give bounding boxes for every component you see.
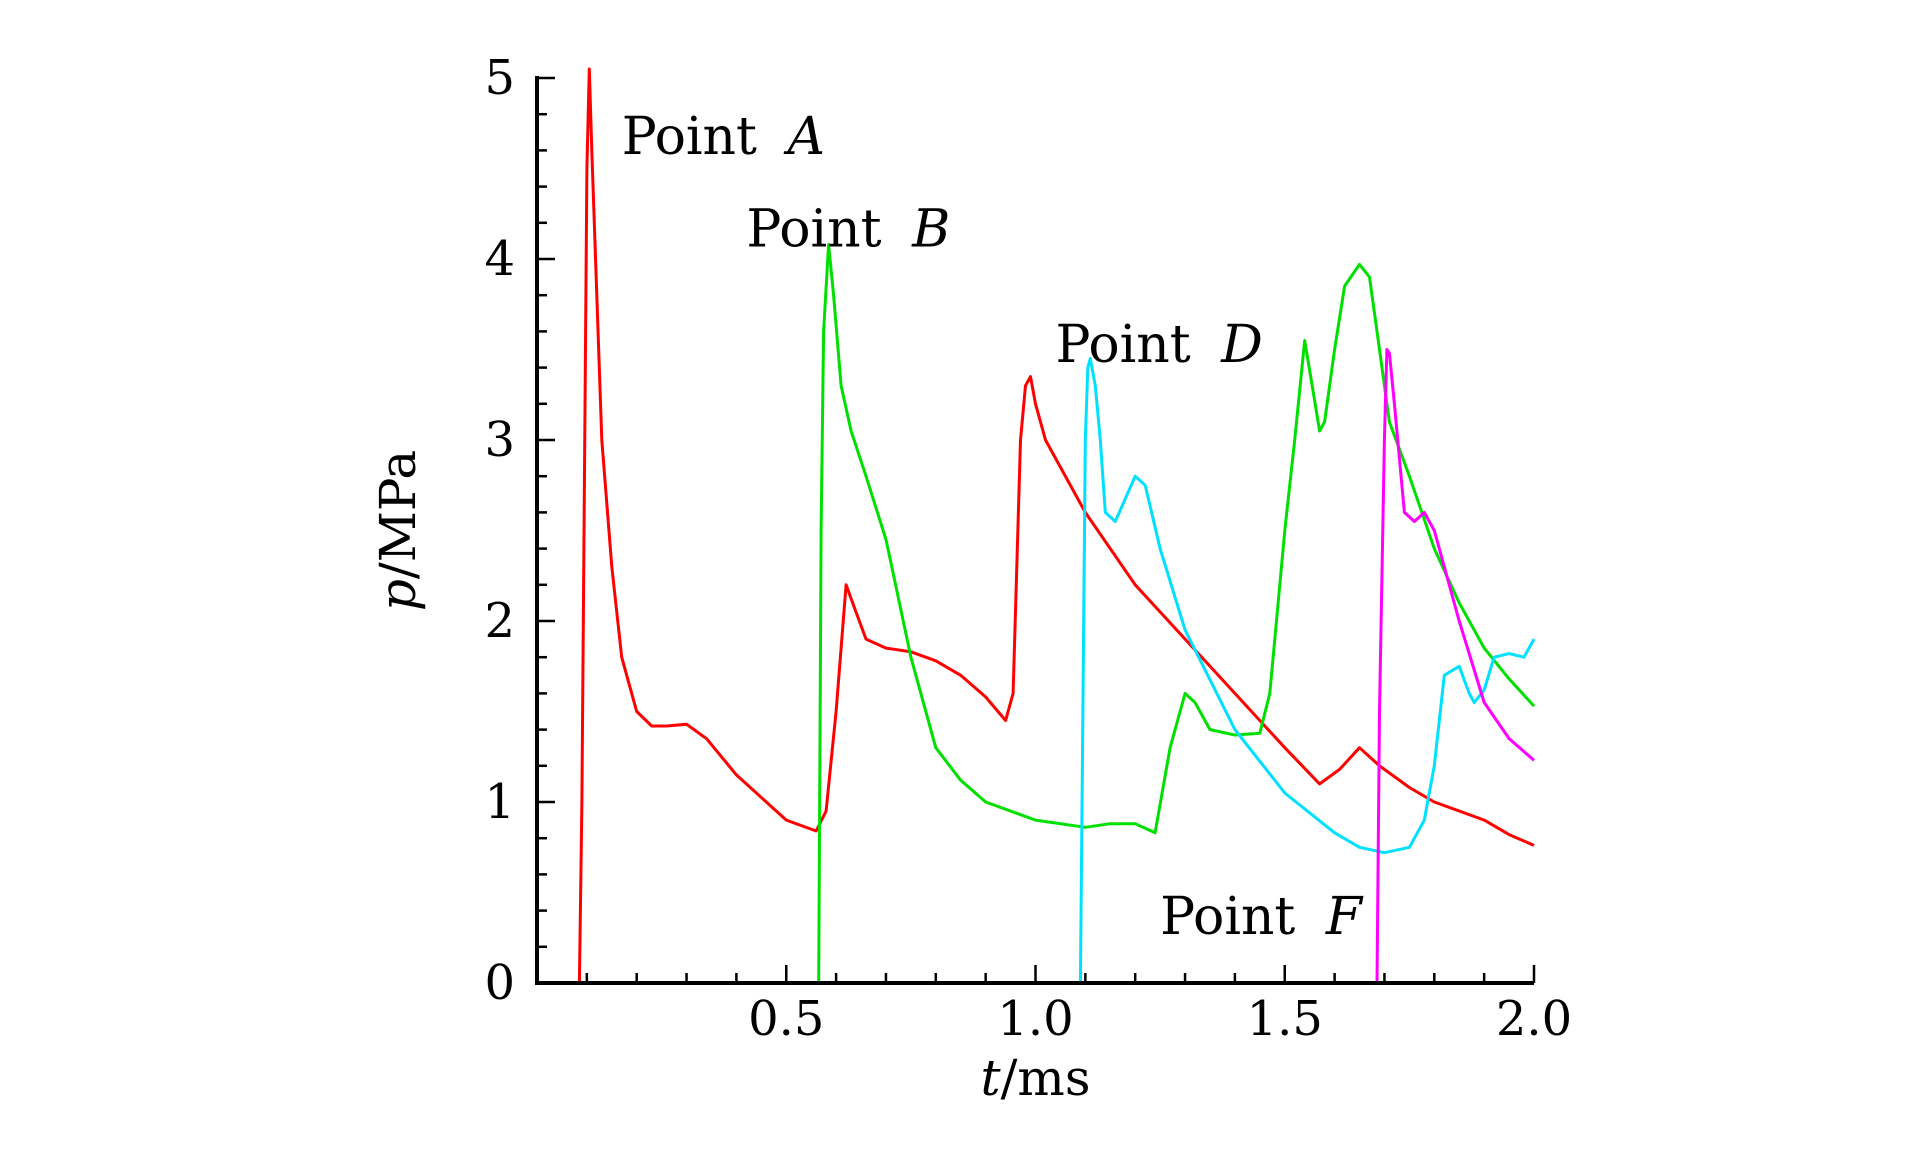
annotation-text: Point [1160, 887, 1312, 947]
series-layer [577, 67, 1536, 984]
annotation-label-4: Point F [1160, 887, 1364, 947]
x-axis-title: t/ms [980, 1049, 1090, 1107]
annotation-label-1: Point A [622, 107, 825, 167]
x-axis-title-unit: /ms [1001, 1049, 1091, 1107]
y-tick-label: 2 [484, 593, 515, 649]
y-axis-title-unit: /MPa [369, 450, 427, 579]
x-tick-label: 1.5 [1247, 991, 1323, 1047]
annotation-label-2: Point B [746, 199, 950, 259]
x-tick-label: 1.0 [997, 991, 1073, 1047]
x-axis-title-symbol: t [980, 1049, 1001, 1107]
y-tick-label: 4 [484, 231, 515, 287]
x-tick-label: 0.5 [748, 991, 824, 1047]
y-tick-label: 3 [484, 412, 515, 468]
y-axis-title: p/MPa [369, 450, 427, 611]
y-tick-label: 5 [484, 50, 515, 106]
y-tick-label: 1 [484, 774, 515, 830]
annotation-text: Point [622, 107, 774, 167]
series-line-1 [577, 67, 1535, 984]
annotation-text: Point [746, 199, 898, 259]
y-tick-label: 0 [484, 955, 515, 1011]
series-line-3 [1078, 357, 1536, 984]
annotation-letter: B [911, 199, 950, 259]
y-axis-title-symbol: p [369, 579, 427, 611]
x-tick-label: 2.0 [1496, 991, 1572, 1047]
annotation-letter: A [783, 107, 825, 167]
series-line-4 [1375, 348, 1535, 984]
annotation-letter: D [1220, 315, 1263, 375]
annotation-letter: F [1325, 887, 1364, 947]
annotation-text: Point [1055, 315, 1207, 375]
axes-layer [535, 76, 1536, 985]
annotation-label-3: Point D [1055, 315, 1262, 375]
series-line-2 [817, 243, 1536, 984]
